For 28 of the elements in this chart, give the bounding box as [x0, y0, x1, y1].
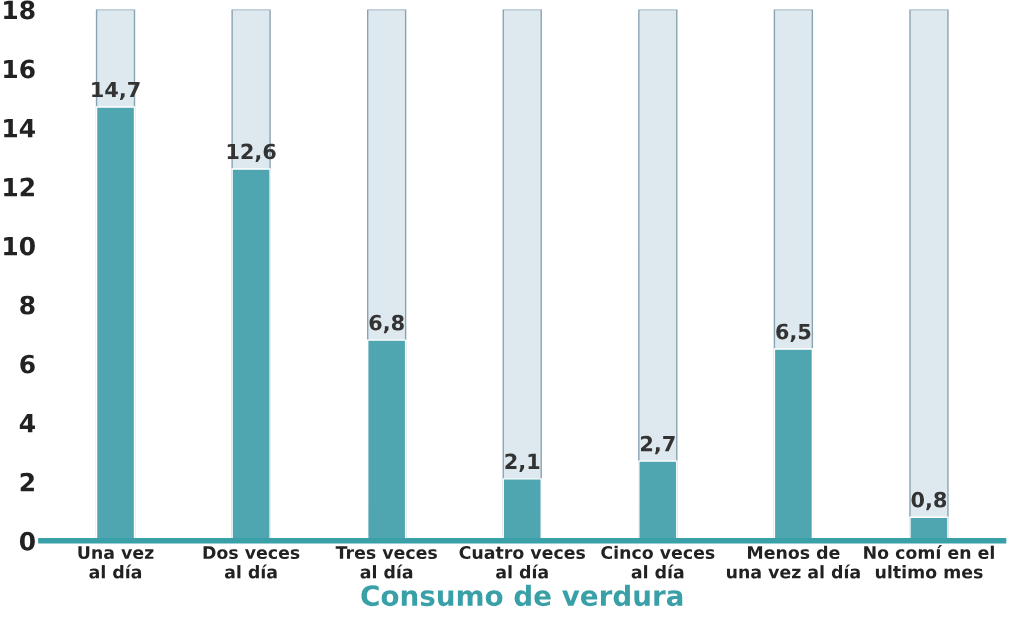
bar — [909, 516, 949, 541]
y-tick-label: 10 — [4, 236, 35, 256]
x-tick-label: Menos de una vez al día — [726, 545, 860, 579]
y-tick-label: 14 — [4, 118, 35, 138]
data-label: 6,5 — [776, 323, 811, 343]
y-tick-label: 4 — [19, 414, 35, 433]
x-axis-title: Consumo de verdura — [361, 584, 683, 607]
data-label: 0,8 — [911, 491, 947, 511]
y-tick-label: 16 — [4, 59, 35, 79]
data-label: 2,7 — [641, 435, 675, 455]
bar — [502, 478, 542, 541]
x-tick-label: No comí en el ultimo mes — [864, 544, 994, 579]
x-tick-label: Dos veces al día — [203, 546, 300, 579]
data-label: 2,1 — [505, 453, 540, 472]
y-tick-label: 12 — [4, 177, 34, 197]
x-tick-label: Una vez al día — [78, 546, 154, 579]
bar — [638, 460, 678, 541]
y-tick-label: 0 — [19, 531, 35, 551]
data-label: 6,8 — [369, 314, 404, 334]
y-tick-label: 18 — [4, 0, 35, 20]
data-label: 14,7 — [92, 81, 140, 101]
y-tick-label: 2 — [20, 472, 34, 492]
x-tick-label: Cinco veces al día — [601, 545, 715, 579]
y-tick-label: 6 — [20, 354, 35, 374]
x-tick-label: Cuatro veces al día — [459, 545, 585, 579]
x-tick-label: Tres veces al día — [335, 546, 437, 579]
y-tick-label: 8 — [20, 295, 35, 315]
data-label: 12,6 — [227, 143, 276, 163]
